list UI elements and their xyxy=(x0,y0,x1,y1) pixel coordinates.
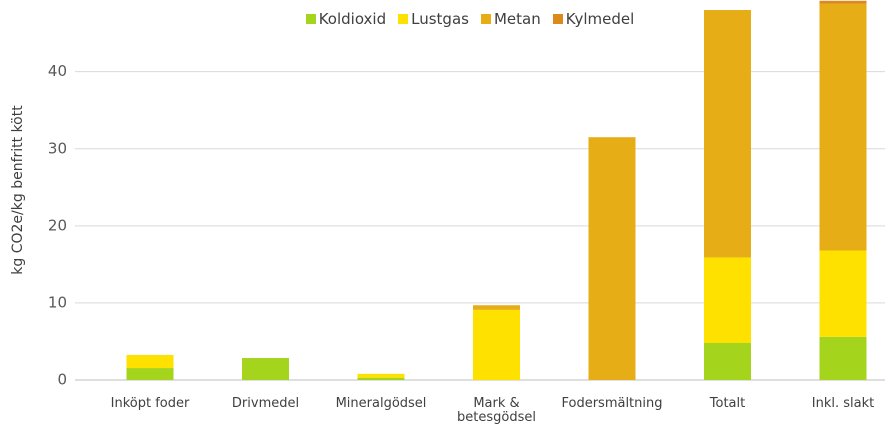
bar-segment xyxy=(126,368,174,380)
bar-segment xyxy=(819,3,867,251)
y-tick-label: 20 xyxy=(48,216,67,234)
legend-item: Metan xyxy=(480,10,541,28)
x-tick-label: Mineralgödsel xyxy=(335,396,427,411)
x-tick-label: Mark & betesgödsel xyxy=(457,396,536,425)
legend-swatch xyxy=(305,14,316,24)
bar-segment xyxy=(704,257,751,344)
legend-item: Kylmedel xyxy=(552,10,635,28)
bar-segment xyxy=(242,358,289,380)
bar-segment xyxy=(819,0,867,4)
legend-swatch xyxy=(398,14,409,24)
bar-segment xyxy=(819,336,867,380)
x-tick-label: Totalt xyxy=(709,396,746,411)
bar-segment xyxy=(588,137,636,380)
y-tick-label: 0 xyxy=(57,371,67,389)
bar-segment xyxy=(704,10,751,258)
legend-label: Metan xyxy=(493,10,541,28)
bar-segment xyxy=(357,377,405,380)
x-tick-label: Inköpt foder xyxy=(110,396,190,411)
legend-label: Koldioxid xyxy=(318,10,387,28)
bar-segment xyxy=(704,343,751,380)
bar-segment xyxy=(126,354,174,369)
bar-segment xyxy=(473,305,520,310)
legend-label: Lustgas xyxy=(411,10,469,28)
legend-swatch xyxy=(552,14,563,24)
legend-label: Kylmedel xyxy=(565,10,635,28)
bar-segment xyxy=(819,250,867,337)
bar-segment xyxy=(473,309,520,380)
legend-item: Lustgas xyxy=(398,10,469,28)
x-tick-label: Drivmedel xyxy=(231,396,300,411)
legend-swatch xyxy=(480,14,491,24)
y-axis-label: kg CO2e/kg benfritt kött xyxy=(10,105,26,275)
y-tick-label: 40 xyxy=(48,62,67,80)
bar-segment xyxy=(357,373,405,378)
x-tick-label: Inkl. slakt xyxy=(811,396,875,411)
y-tick-label: 10 xyxy=(48,293,67,311)
legend: Koldioxid Lustgas Metan Kylmedel xyxy=(0,10,890,28)
y-tick-label: 30 xyxy=(48,139,67,157)
x-tick-label: Fodersmältning xyxy=(561,396,663,411)
legend-item: Koldioxid xyxy=(305,10,387,28)
